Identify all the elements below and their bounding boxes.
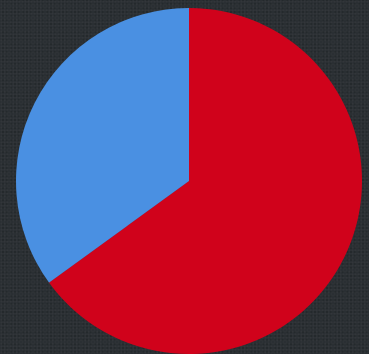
pie-slice-1 xyxy=(49,8,362,354)
pie-slice-2 xyxy=(15,8,189,283)
